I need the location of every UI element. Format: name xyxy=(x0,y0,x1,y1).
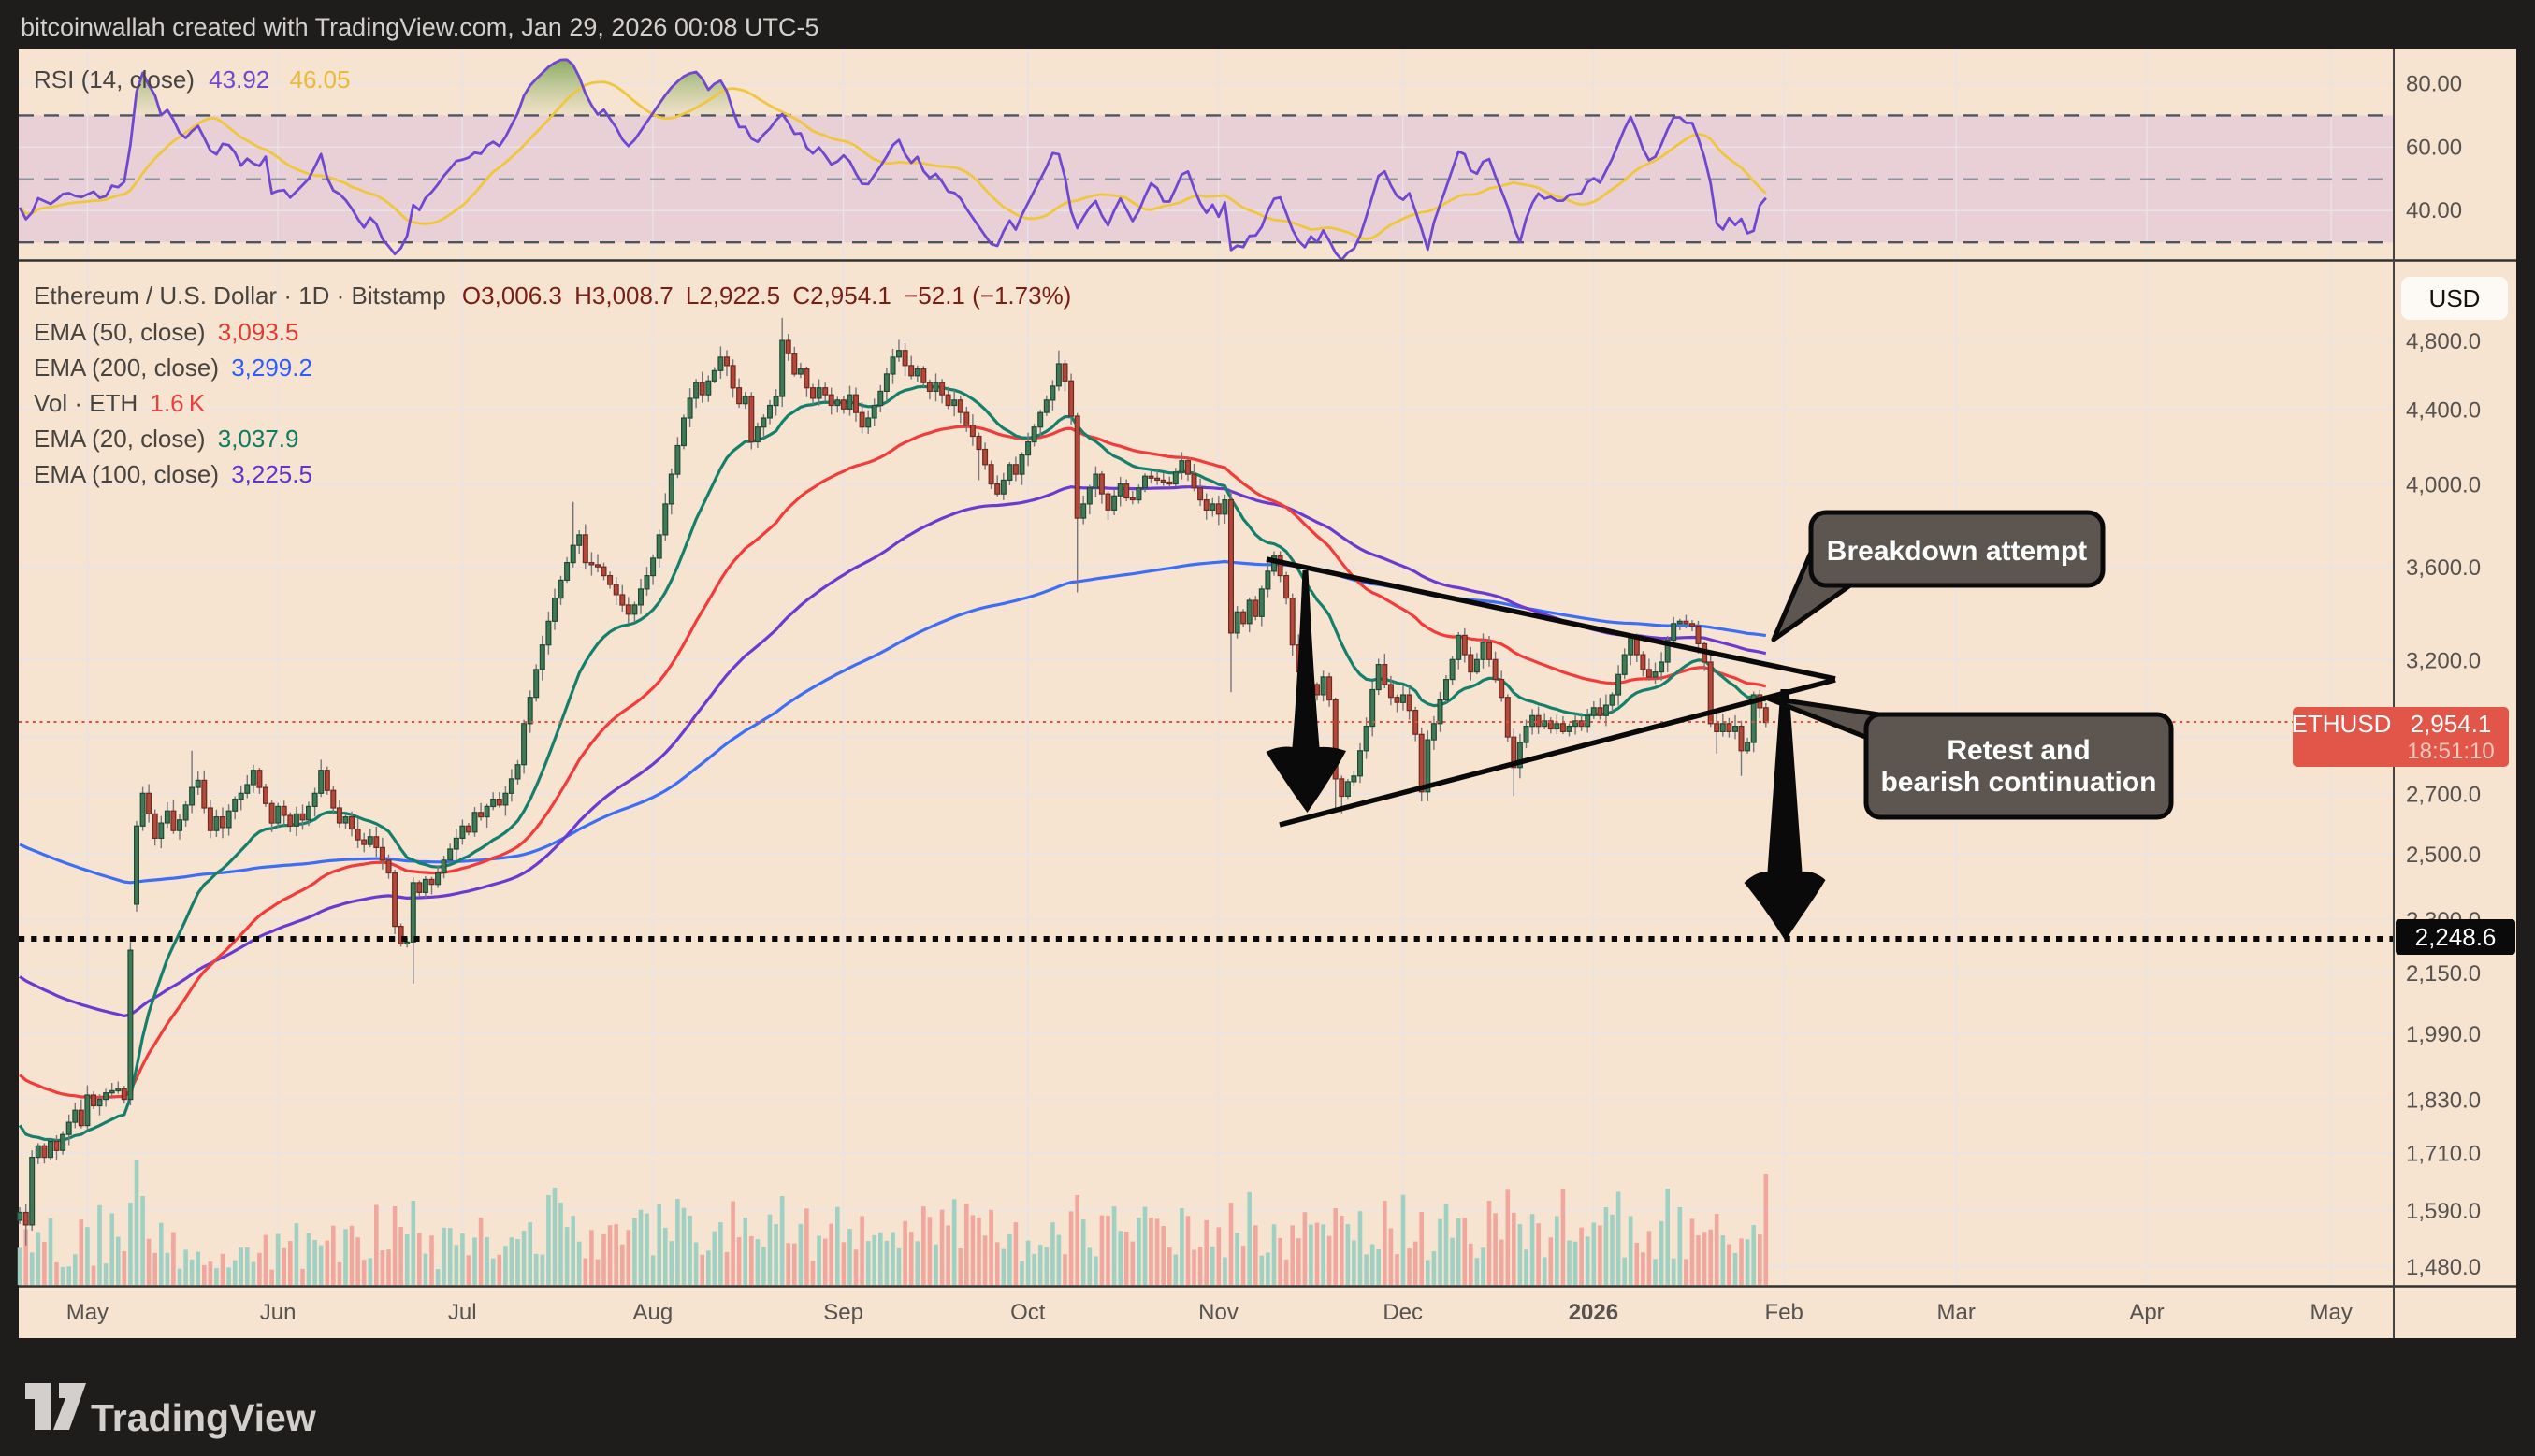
svg-text:EMA (50, close) 3,093.5: EMA (50, close) 3,093.5 xyxy=(34,318,298,346)
svg-text:4,800.0: 4,800.0 xyxy=(2406,329,2481,354)
svg-text:80.00: 80.00 xyxy=(2406,72,2462,97)
svg-text:1,990.0: 1,990.0 xyxy=(2406,1022,2481,1047)
svg-text:1,710.0: 1,710.0 xyxy=(2406,1142,2481,1167)
svg-text:18:51:10: 18:51:10 xyxy=(2407,739,2494,764)
svg-text:40.00: 40.00 xyxy=(2406,198,2462,223)
svg-text:Vol · ETH 1.6 K: Vol · ETH 1.6 K xyxy=(34,389,206,417)
svg-text:Retest and: Retest and xyxy=(1947,735,2090,766)
svg-text:4,400.0: 4,400.0 xyxy=(2406,397,2481,423)
svg-text:May: May xyxy=(2310,1300,2353,1325)
svg-text:TradingView: TradingView xyxy=(91,1396,316,1439)
svg-text:2,248.6: 2,248.6 xyxy=(2415,923,2497,951)
svg-text:2,954.1: 2,954.1 xyxy=(2411,710,2492,738)
svg-text:RSI (14, close) 43.92 46.05: RSI (14, close) 43.92 46.05 xyxy=(34,65,351,94)
svg-text:Mar: Mar xyxy=(1937,1300,1976,1325)
svg-text:2026: 2026 xyxy=(1569,1300,1618,1325)
svg-text:Jul: Jul xyxy=(448,1300,477,1325)
svg-text:3,600.0: 3,600.0 xyxy=(2406,555,2481,581)
svg-text:bearish continuation: bearish continuation xyxy=(1880,767,2156,798)
svg-text:2,500.0: 2,500.0 xyxy=(2406,843,2481,868)
svg-text:Nov: Nov xyxy=(1198,1300,1239,1325)
svg-text:Sep: Sep xyxy=(823,1300,863,1325)
svg-text:Ethereum / U.S. Dollar · 1D ·: Ethereum / U.S. Dollar · 1D · Bitstamp O… xyxy=(34,281,1071,310)
svg-text:ETHUSD: ETHUSD xyxy=(2292,710,2392,738)
svg-text:3,200.0: 3,200.0 xyxy=(2406,648,2481,673)
svg-text:1,830.0: 1,830.0 xyxy=(2406,1088,2481,1114)
svg-text:EMA (200, close) 3,299.2: EMA (200, close) 3,299.2 xyxy=(34,353,312,382)
svg-text:1,590.0: 1,590.0 xyxy=(2406,1199,2481,1224)
svg-text:60.00: 60.00 xyxy=(2406,135,2462,160)
svg-text:Jun: Jun xyxy=(260,1300,297,1325)
svg-text:EMA (100, close) 3,225.5: EMA (100, close) 3,225.5 xyxy=(34,460,312,488)
svg-text:2,700.0: 2,700.0 xyxy=(2406,782,2481,807)
svg-text:Aug: Aug xyxy=(633,1300,674,1325)
svg-text:May: May xyxy=(66,1300,109,1325)
svg-text:Breakdown attempt: Breakdown attempt xyxy=(1827,536,2087,567)
svg-text:Oct: Oct xyxy=(1010,1300,1046,1325)
svg-text:USD: USD xyxy=(2429,284,2481,312)
svg-text:4,000.0: 4,000.0 xyxy=(2406,473,2481,498)
svg-text:Dec: Dec xyxy=(1383,1300,1423,1325)
svg-text:2,150.0: 2,150.0 xyxy=(2406,961,2481,987)
svg-text:Apr: Apr xyxy=(2129,1300,2164,1325)
svg-text:1,480.0: 1,480.0 xyxy=(2406,1255,2481,1280)
svg-text:Feb: Feb xyxy=(1765,1300,1803,1325)
svg-text:bitcoinwallah created with Tra: bitcoinwallah created with TradingView.c… xyxy=(21,13,818,41)
svg-text:EMA (20, close) 3,037.9: EMA (20, close) 3,037.9 xyxy=(34,425,298,453)
